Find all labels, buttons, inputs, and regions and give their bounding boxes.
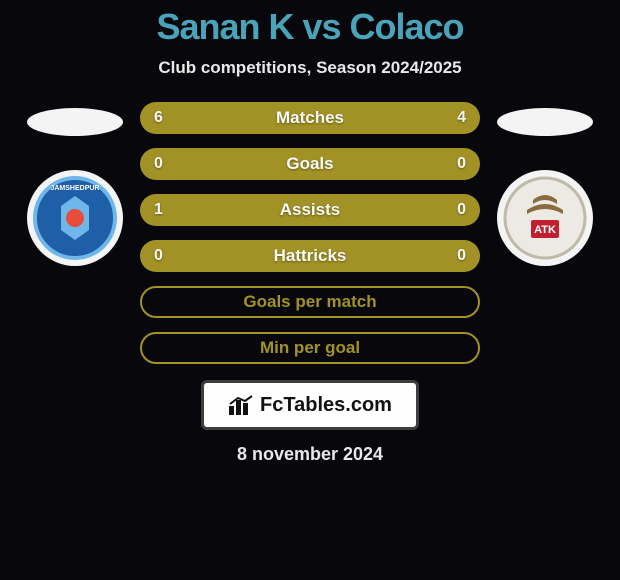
stat-label: Goals xyxy=(140,154,480,174)
crest-right-svg: ATK xyxy=(503,176,587,260)
stat-right-value: 0 xyxy=(457,155,466,173)
stat-row: 0Hattricks0 xyxy=(140,240,480,272)
stat-right-value: 0 xyxy=(457,201,466,219)
stat-label: Matches xyxy=(140,108,480,128)
left-player-pill xyxy=(27,108,123,136)
left-side: JAMSHEDPUR xyxy=(20,102,130,266)
stat-left-value: 0 xyxy=(154,247,163,265)
subtitle: Club competitions, Season 2024/2025 xyxy=(158,58,461,78)
stat-label: Goals per match xyxy=(142,292,478,312)
stat-right-value: 4 xyxy=(457,109,466,127)
stat-row: 6Matches4 xyxy=(140,102,480,134)
page-title: Sanan K vs Colaco xyxy=(156,6,463,48)
stat-right-value: 0 xyxy=(457,247,466,265)
stat-row: Goals per match xyxy=(140,286,480,318)
stat-label: Hattricks xyxy=(140,246,480,266)
date-text: 8 november 2024 xyxy=(237,444,383,465)
right-player-pill xyxy=(497,108,593,136)
left-crest-inner: JAMSHEDPUR xyxy=(33,176,117,260)
crest-left-svg: JAMSHEDPUR xyxy=(33,176,117,260)
stats-column: 6Matches40Goals01Assists00Hattricks0Goal… xyxy=(140,102,480,364)
right-side: ATK xyxy=(490,102,600,266)
stat-row: 0Goals0 xyxy=(140,148,480,180)
stat-left-value: 1 xyxy=(154,201,163,219)
svg-text:JAMSHEDPUR: JAMSHEDPUR xyxy=(50,185,99,192)
right-crest: ATK xyxy=(497,170,593,266)
svg-text:ATK: ATK xyxy=(534,224,556,236)
fctables-link[interactable]: FcTables.com xyxy=(201,380,419,430)
content-row: JAMSHEDPUR 6Matches40Goals01Assists00Hat… xyxy=(0,102,620,364)
bars-icon xyxy=(228,394,254,416)
fctables-text: FcTables.com xyxy=(260,394,392,417)
right-crest-inner: ATK xyxy=(503,176,587,260)
stat-label: Min per goal xyxy=(142,338,478,358)
stat-label: Assists xyxy=(140,200,480,220)
stat-row: 1Assists0 xyxy=(140,194,480,226)
left-crest: JAMSHEDPUR xyxy=(27,170,123,266)
stat-left-value: 0 xyxy=(154,155,163,173)
stat-left-value: 6 xyxy=(154,109,163,127)
stat-row: Min per goal xyxy=(140,332,480,364)
